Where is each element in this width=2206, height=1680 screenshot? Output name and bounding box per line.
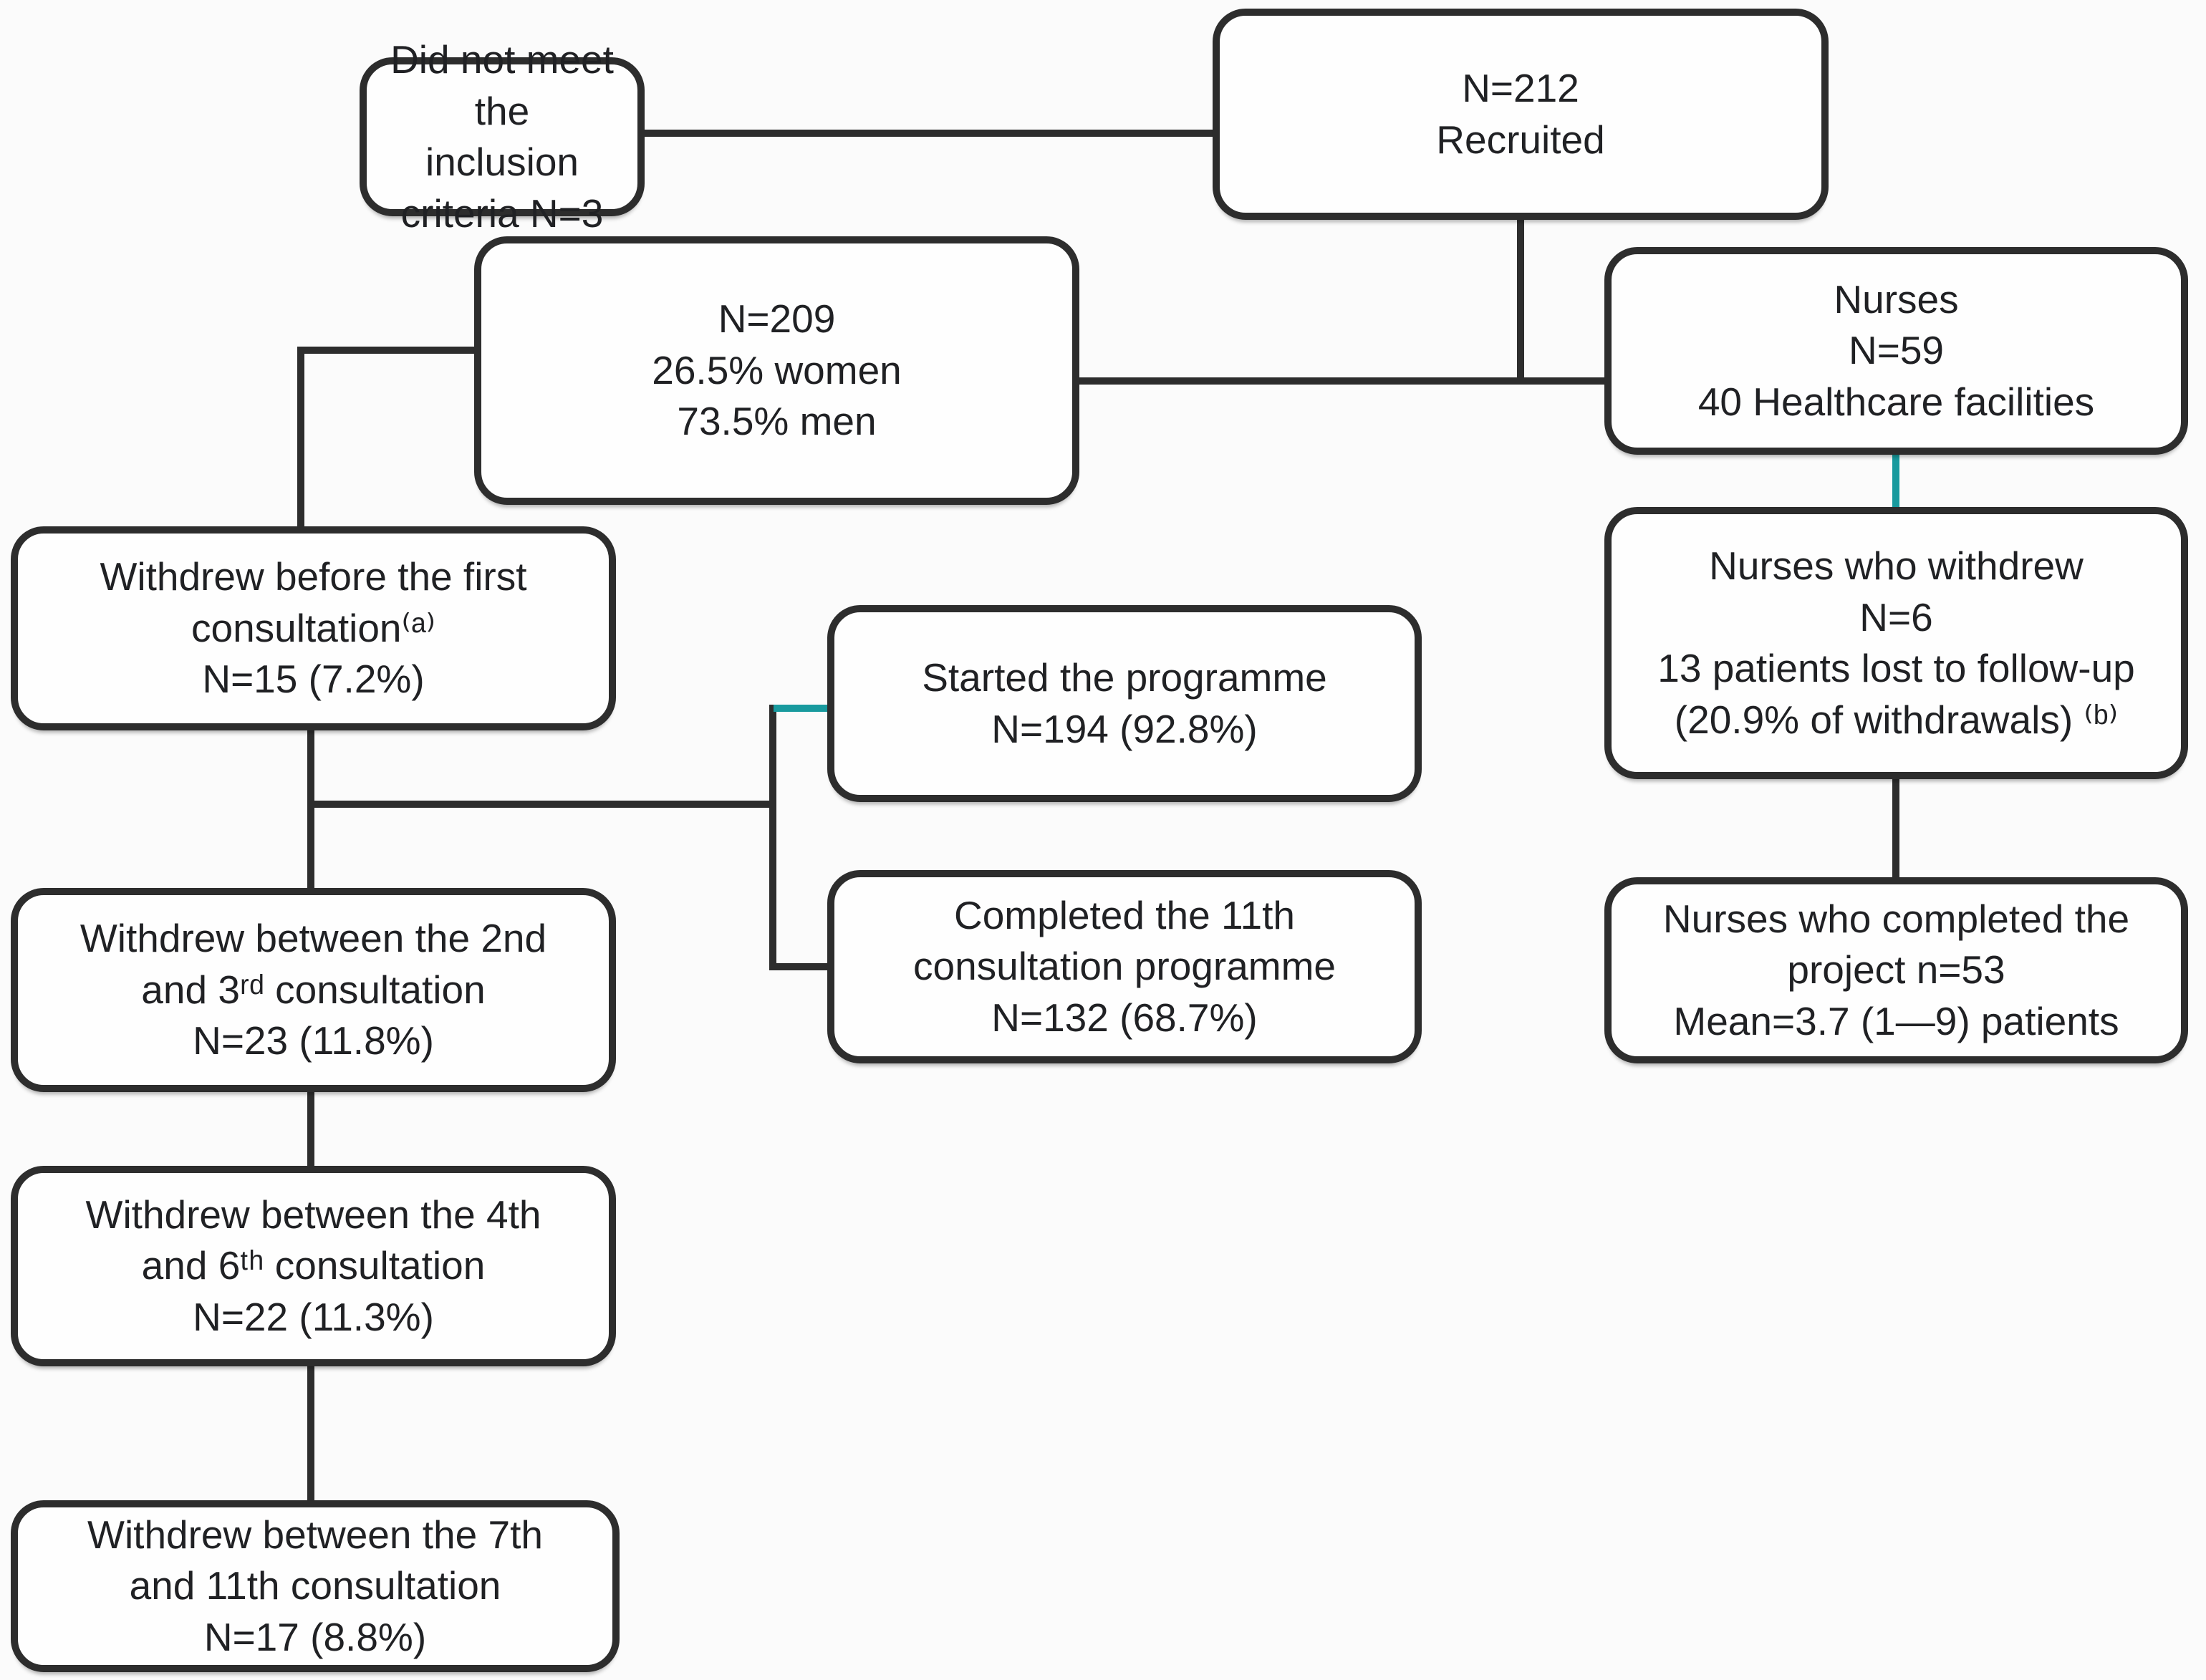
connector-recruited-down bbox=[1517, 220, 1524, 385]
connector-branch-right bbox=[307, 801, 776, 808]
connector-patients-to-nurses bbox=[1079, 377, 1604, 385]
connector-nurseswithdrew-to-completed bbox=[1892, 779, 1899, 877]
connector-patients-to-withdrewfirst bbox=[297, 347, 304, 526]
box-nurses-who-withdrew: Nurses who withdrew N=6 13 patients lost… bbox=[1604, 507, 2188, 779]
connector-to-started-teal bbox=[774, 705, 831, 712]
box-nurses: Nurses N=59 40 Healthcare facilities bbox=[1604, 247, 2188, 455]
box-nurses-who-completed: Nurses who completed the project n=53 Me… bbox=[1604, 877, 2188, 1063]
connector-nurses-to-withdrew-teal bbox=[1892, 455, 1899, 507]
box-did-not-meet-criteria: Did not meet the inclusion criteria N=3 bbox=[360, 37, 645, 236]
box-withdrew-4th-6th: Withdrew between the 4th and 6ᵗʰ consult… bbox=[11, 1166, 616, 1366]
connector-patients-left bbox=[297, 347, 474, 354]
box-patients-209: N=209 26.5% women 73.5% men bbox=[474, 236, 1079, 505]
connector-to-completed bbox=[776, 963, 831, 970]
box-recruited: N=212 Recruited bbox=[1213, 9, 1829, 220]
box-completed-programme: Completed the 11th consultation programm… bbox=[827, 870, 1422, 1063]
box-started-programme: Started the programme N=194 (92.8%) bbox=[827, 605, 1422, 802]
box-withdrew-7th-11th: Withdrew between the 7th and 11th consul… bbox=[11, 1500, 620, 1672]
connector-withdrewfirst-to-withdrew23 bbox=[307, 730, 314, 888]
connector-withdrew23-to-withdrew46 bbox=[307, 1092, 314, 1166]
connector-bracket-vertical bbox=[769, 705, 776, 970]
connector-notincluded-to-recruited bbox=[645, 130, 1213, 137]
box-withdrew-before-first: Withdrew before the first consultation⁽ᵃ… bbox=[11, 526, 616, 730]
connector-withdrew46-to-withdrew711 bbox=[307, 1366, 314, 1500]
box-withdrew-2nd-3rd: Withdrew between the 2nd and 3ʳᵈ consult… bbox=[11, 888, 616, 1092]
